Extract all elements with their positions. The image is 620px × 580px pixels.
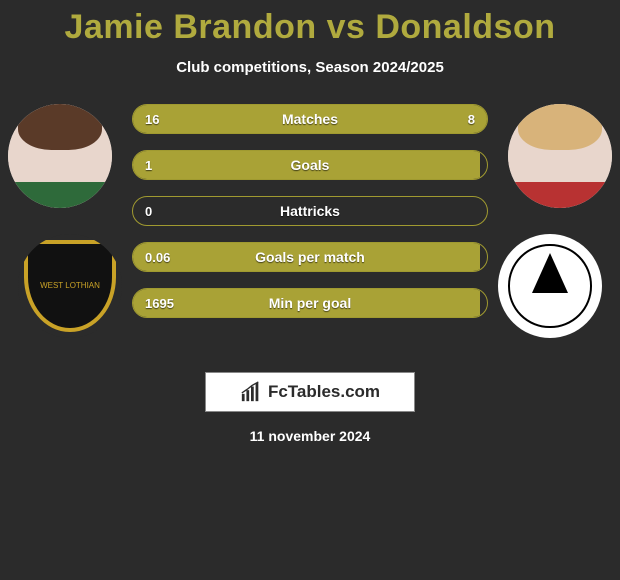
date-text: 11 november 2024 (0, 428, 620, 444)
brand-badge: FcTables.com (205, 372, 415, 412)
stat-label: Hattricks (133, 197, 487, 225)
comparison-panel: WEST LOTHIAN 168Matches 1Goals 0Hattricks 0… (0, 104, 620, 364)
stat-bars: 168Matches 1Goals 0Hattricks 0.06Goals per … (132, 104, 488, 334)
stat-row: 0Hattricks (132, 196, 488, 226)
stat-row: 0.06Goals per match (132, 242, 488, 272)
club-right-badge (498, 234, 602, 338)
stat-row: 168Matches (132, 104, 488, 134)
player-left-avatar (8, 104, 112, 208)
shield-icon: WEST LOTHIAN (24, 240, 116, 332)
stat-row: 1695Min per goal (132, 288, 488, 318)
stat-row: 1Goals (132, 150, 488, 180)
player-right-avatar (508, 104, 612, 208)
page-title: Jamie Brandon vs Donaldson (0, 0, 620, 47)
brand-text: FcTables.com (268, 382, 380, 402)
stat-label: Matches (133, 105, 487, 133)
club-left-badge: WEST LOTHIAN (18, 234, 122, 338)
stat-label: Goals per match (133, 243, 487, 271)
steeple-icon (508, 244, 591, 327)
chart-icon (240, 381, 262, 403)
subtitle: Club competitions, Season 2024/2025 (0, 59, 620, 76)
stat-label: Goals (133, 151, 487, 179)
stat-label: Min per goal (133, 289, 487, 317)
